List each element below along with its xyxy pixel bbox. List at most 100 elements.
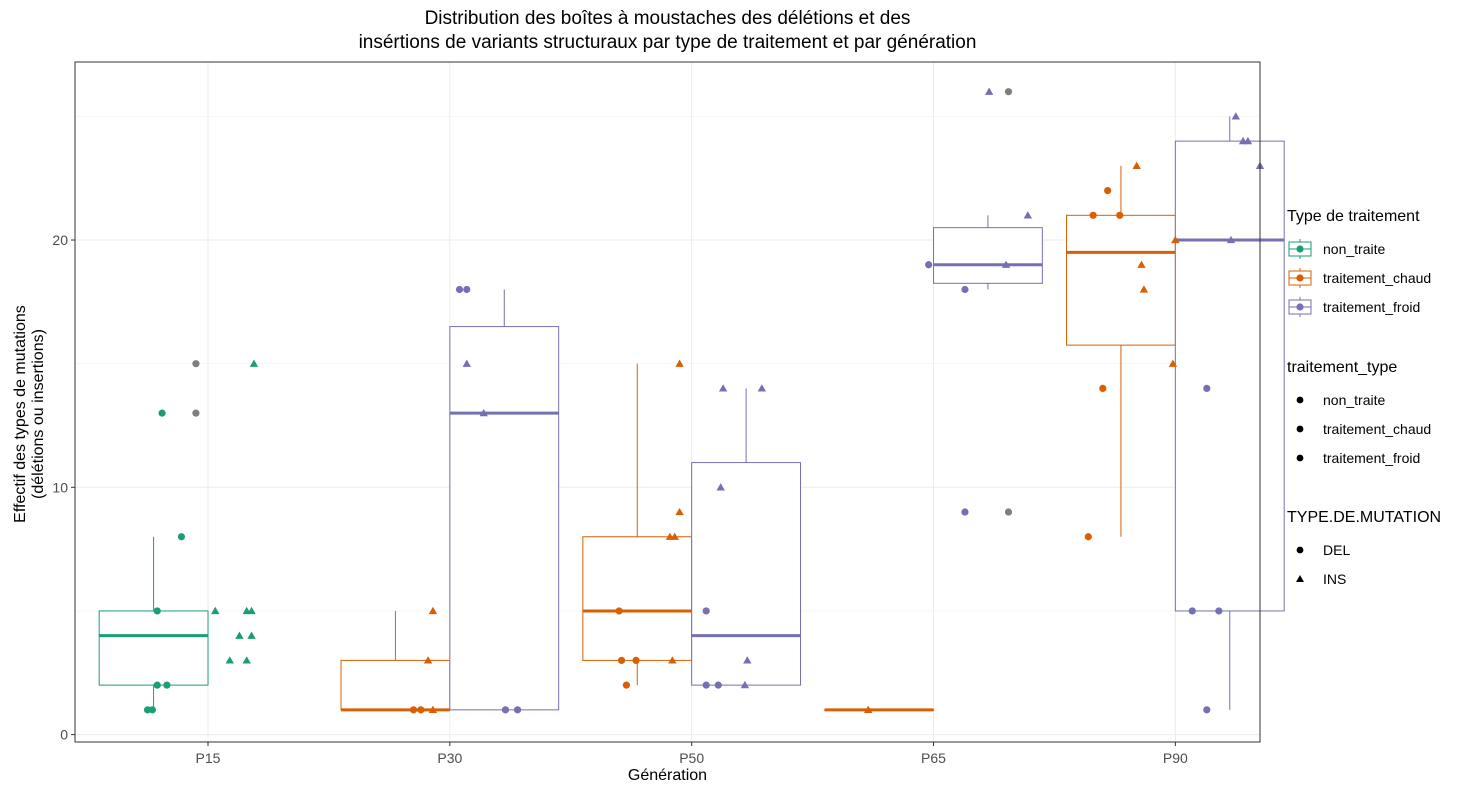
legend-mutation-item: DEL <box>1287 535 1441 564</box>
data-point-ins <box>1001 260 1011 268</box>
data-point-del <box>192 409 200 417</box>
legend-treatment-type-item: non_traite <box>1287 385 1431 414</box>
data-point-del <box>153 607 161 615</box>
x-tick-label-P15: P15 <box>196 750 221 766</box>
plot-border <box>74 61 1261 743</box>
box-P90-traitement_chaud <box>1066 165 1176 537</box>
chart-title-line-1: Distribution des boîtes à moustaches des… <box>424 8 911 29</box>
box-body <box>582 536 693 661</box>
legend-mutation-label: INS <box>1323 570 1347 587</box>
legend-treatment-type-key <box>1287 390 1313 410</box>
box-body <box>340 659 451 711</box>
data-point-ins <box>740 680 750 689</box>
x-tick-label-P30: P30 <box>437 750 462 766</box>
data-point-del <box>1116 211 1124 219</box>
data-point-del <box>417 706 425 714</box>
data-point-del <box>617 656 626 665</box>
legend-treatment: Type de traitement non_traite traitement_… <box>1287 208 1431 321</box>
y-tick-label: 20 <box>52 232 68 248</box>
box-body <box>1174 140 1285 612</box>
data-point-del <box>455 285 464 294</box>
y-axis-label-line-1: Effectif des types de mutations <box>12 305 29 523</box>
legend-treatment-label: traitement_chaud <box>1323 269 1432 286</box>
data-point-ins <box>235 631 244 639</box>
box-body <box>449 326 560 711</box>
data-point-del <box>192 360 200 368</box>
y-axis-label-line-2: (délétions ou insertions) <box>30 329 47 499</box>
legend-treatment-type-label: traitement_chaud <box>1323 420 1432 437</box>
data-point-ins <box>743 656 752 664</box>
data-point-del <box>1215 607 1223 615</box>
data-point-ins <box>1168 359 1178 367</box>
data-point-del <box>961 285 969 294</box>
data-point-ins <box>211 606 220 615</box>
y-tick-label: 10 <box>52 479 68 495</box>
box-body <box>691 462 802 686</box>
legend-mutation-key <box>1287 540 1313 560</box>
box-P30-traitement_chaud <box>340 610 451 712</box>
legend-treatment-item: traitement_froid <box>1287 292 1431 321</box>
data-point-ins <box>718 384 728 392</box>
data-point-ins <box>1243 136 1253 145</box>
legend-treatment-item: traitement_chaud <box>1287 263 1431 292</box>
legend-treatment-type-key <box>1287 448 1313 468</box>
data-point-del <box>513 706 522 714</box>
y-tick-label: 0 <box>60 727 68 743</box>
data-point-del <box>702 607 710 615</box>
box-P65-traitement_chaud <box>824 708 935 712</box>
data-point-del <box>925 261 933 269</box>
data-point-del <box>702 681 710 689</box>
data-point-ins <box>247 606 256 615</box>
data-point-ins <box>423 656 433 664</box>
x-tick-label-P50: P50 <box>679 750 704 766</box>
legend-mutation-type: TYPE.DE.MUTATION DEL INS <box>1287 509 1441 593</box>
data-point-ins <box>428 606 438 615</box>
data-point-del <box>714 681 722 689</box>
data-point-ins <box>225 656 234 664</box>
legend-treatment-label: non_traite <box>1323 240 1386 257</box>
data-point-ins <box>984 87 994 95</box>
data-point-del <box>632 656 640 665</box>
legend-treatment-title: Type de traitement <box>1287 208 1420 225</box>
data-point-del <box>163 681 171 689</box>
data-point-ins <box>864 705 873 714</box>
data-point-del <box>1004 508 1013 516</box>
data-point-ins <box>479 408 488 417</box>
x-tick-label-P65: P65 <box>921 750 946 766</box>
data-point-del <box>501 706 510 714</box>
data-point-del <box>622 681 630 689</box>
data-point-ins <box>668 656 677 664</box>
box-P50-traitement_froid <box>691 388 802 686</box>
data-point-del <box>1089 211 1097 219</box>
data-point-del <box>1099 384 1107 392</box>
box-P30-traitement_froid <box>449 289 560 711</box>
data-point-ins <box>757 384 767 392</box>
data-point-ins <box>1137 260 1146 268</box>
data-point-del <box>158 409 166 417</box>
legend-mutation-label: DEL <box>1323 541 1351 558</box>
data-point-del <box>1004 88 1013 96</box>
legend-mutation-type-title: TYPE.DE.MUTATION <box>1287 509 1442 526</box>
data-point-del <box>1188 607 1196 615</box>
data-point-del <box>1104 186 1112 195</box>
data-point-ins <box>462 359 471 367</box>
legend-treatment-key <box>1287 238 1313 259</box>
data-point-ins <box>242 656 251 664</box>
legend-treatment-item: non_traite <box>1287 234 1431 263</box>
data-point-ins <box>1231 112 1241 120</box>
data-point-del <box>177 533 186 541</box>
legend-treatment-type-item: traitement_froid <box>1287 443 1431 472</box>
box-P50-traitement_chaud <box>582 363 693 686</box>
box-body <box>1066 214 1176 346</box>
data-point-del <box>409 706 418 714</box>
legend-treatment-type-label: non_traite <box>1323 391 1386 408</box>
legend-treatment-type-item: traitement_chaud <box>1287 414 1431 443</box>
y-axis-label: Effectif des types de mutations (délétio… <box>12 214 48 614</box>
legend-treatment-type-label: traitement_froid <box>1323 449 1421 466</box>
data-point-ins <box>249 359 259 367</box>
legend-mutation-item: INS <box>1287 564 1441 593</box>
box-P65-traitement_froid <box>933 215 1043 290</box>
data-point-del <box>463 285 471 294</box>
box-P15-non_traite <box>98 536 209 710</box>
legend-treatment-type-key <box>1287 419 1313 439</box>
